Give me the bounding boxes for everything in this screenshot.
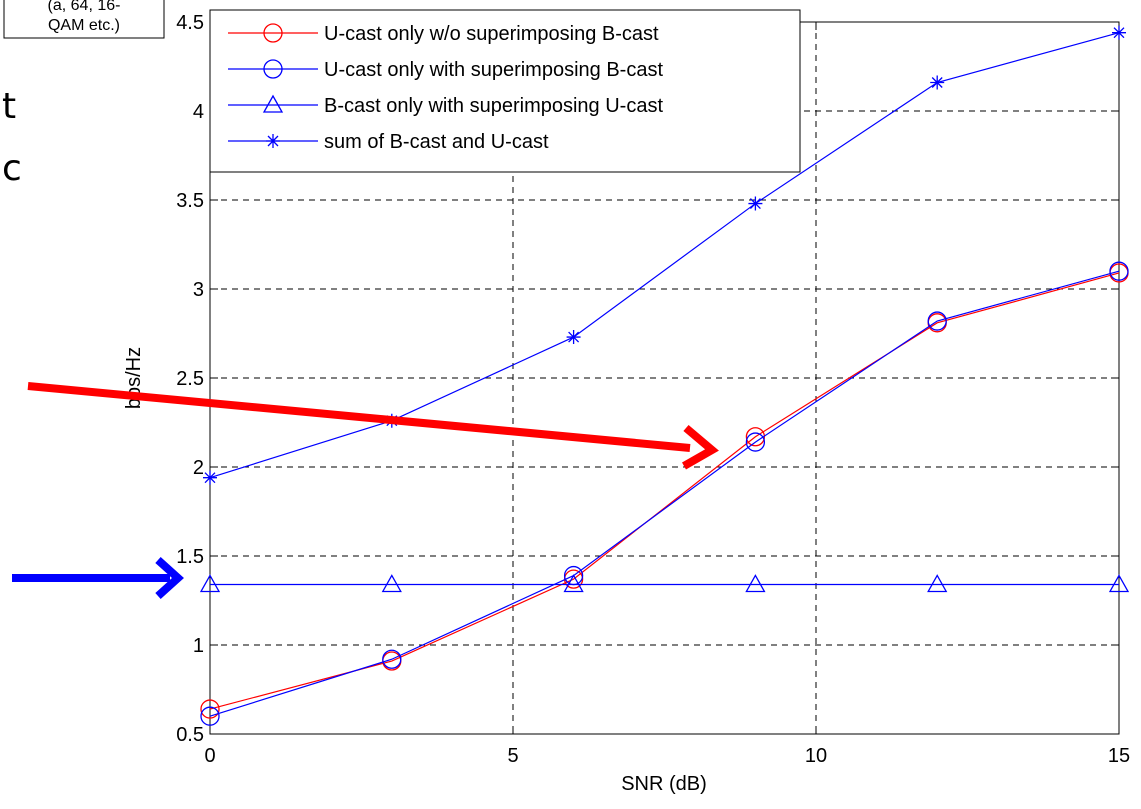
x-tick-label: 10 [805,745,827,767]
data-point [200,706,220,726]
data-point [1109,261,1129,281]
legend-entry: sum of B-cast and U-cast [324,131,549,153]
slide-fragments: (a, 64, 16- QAM etc.) t c [2,0,165,189]
legend-entry: B-cast only with superimposing U-cast [324,95,663,117]
y-tick-label: 1.5 [176,546,204,568]
legend-swatch-marker [266,134,280,148]
data-point [927,574,948,593]
data-point [930,75,945,90]
data-point [745,574,766,593]
x-tick-label: 5 [507,745,518,767]
slide-letter-c: c [2,148,22,189]
red-arrow-head [682,424,719,470]
data-point [200,699,220,719]
legend-entry: U-cast only with superimposing B-cast [324,59,663,81]
legend-box [209,9,801,173]
data-point [203,470,217,485]
blue-arrow-head [155,557,184,599]
series-2 [199,574,1130,593]
note-line-2: QAM etc.) [48,17,120,34]
data-point [927,311,947,331]
axis-ticks: 0 5 10 15 0.5 1 1.5 2 2.5 3 3.5 4 4.5 [176,12,1130,767]
data-point [1108,574,1130,593]
data-point [745,432,766,452]
data-point [566,330,581,345]
y-tick-label: 0.5 [176,724,204,746]
y-tick-label: 3 [193,279,204,301]
annotation-arrows [12,382,719,599]
y-tick-label: 1 [193,635,204,657]
data-point [748,196,763,211]
data-point [382,649,402,669]
legend-entry: U-cast only w/o superimposing B-cast [324,23,659,45]
series-line [209,270,1120,717]
y-tick-label: 3.5 [176,190,204,212]
legend: U-cast only w/o superimposing B-cast U-ca… [209,9,801,173]
note-box [3,0,165,39]
data-point [1112,25,1126,40]
legend-swatch-marker [263,23,283,43]
y-tick-label: 4 [193,101,204,123]
y-tick-label: 4.5 [176,12,204,34]
x-tick-label: 0 [204,745,215,767]
red-arrow-shaft [27,382,691,452]
data-point [381,574,402,593]
legend-swatch-marker [263,59,283,79]
slide-letter-t: t [2,86,16,127]
data-point [199,574,221,593]
series-line [209,32,1120,479]
legend-swatch-marker [262,94,284,113]
data-point [563,574,584,593]
y-tick-label: 2.5 [176,368,204,390]
x-tick-label: 15 [1108,745,1130,767]
note-line-1: (a, 64, 16- [48,0,121,14]
x-axis-label: SNR (dB) [621,773,707,795]
y-tick-label: 2 [193,457,204,479]
series-layer [199,25,1130,726]
